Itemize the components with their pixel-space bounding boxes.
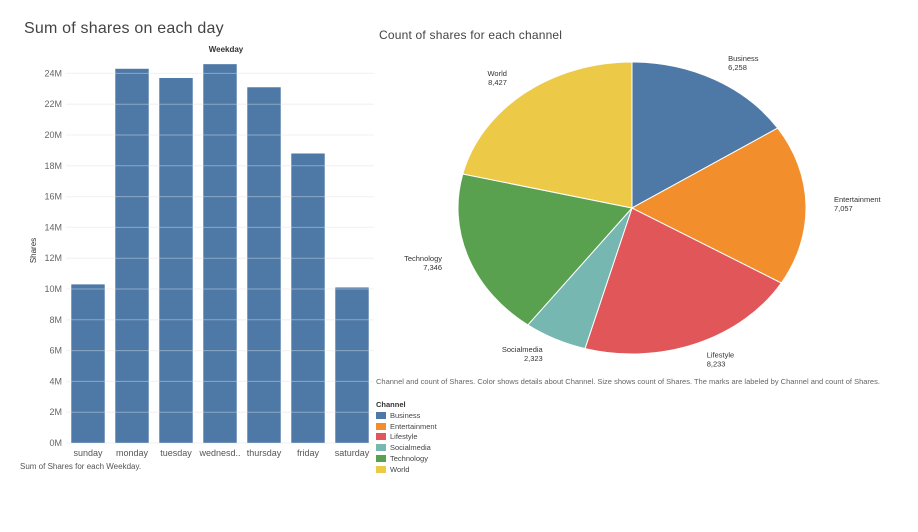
pie-slice-world[interactable] <box>462 61 633 209</box>
pie-label-value: 7,346 <box>423 263 442 272</box>
x-tick-label: wednesd.. <box>198 448 240 458</box>
legend-label: World <box>390 464 410 474</box>
pie-label-name: Business <box>728 54 759 63</box>
pie-slice-entertainment[interactable] <box>630 127 807 284</box>
pie-label-name: Entertainment <box>834 195 882 204</box>
legend-swatch <box>376 455 386 463</box>
pie-chart-caption: Channel and count of Shares. Color shows… <box>376 377 880 386</box>
channel-legend: Channel Business Entertainment Lifestyle… <box>376 400 437 475</box>
legend-swatch <box>376 465 386 473</box>
y-tick-label: 4M <box>49 376 62 386</box>
legend-label: Socialmedia <box>390 443 431 453</box>
legend-label: Business <box>390 410 421 420</box>
y-tick-label: 14M <box>44 222 62 232</box>
bar-sunday[interactable] <box>71 284 105 443</box>
legend-item-world[interactable]: World <box>376 464 437 475</box>
legend-item-entertainment[interactable]: Entertainment <box>376 421 437 432</box>
bar-chart-caption: Sum of Shares for each Weekday. <box>20 462 142 471</box>
pie-label-name: Technology <box>404 254 442 263</box>
legend-label: Technology <box>390 454 428 464</box>
legend-item-lifestyle[interactable]: Lifestyle <box>376 432 437 443</box>
pie-label-name: World <box>487 69 506 78</box>
y-tick-label: 8M <box>49 315 62 325</box>
pie-slice-technology[interactable] <box>457 173 633 326</box>
legend-item-technology[interactable]: Technology <box>376 453 437 464</box>
pie-chart-title: Count of shares for each channel <box>379 28 563 42</box>
y-tick-label: 20M <box>44 130 62 140</box>
y-tick-label: 16M <box>44 192 62 202</box>
pie-label-value: 2,323 <box>524 354 543 363</box>
x-tick-label: friday <box>297 448 320 458</box>
pie-label-value: 7,057 <box>834 204 853 213</box>
y-tick-label: 2M <box>49 407 62 417</box>
bar-saturday[interactable] <box>335 287 369 443</box>
pie-label-value: 8,233 <box>707 359 726 368</box>
x-tick-label: sunday <box>73 448 103 458</box>
bar-friday[interactable] <box>291 153 325 444</box>
pie-label-name: Lifestyle <box>707 350 735 359</box>
pie-slice-lifestyle[interactable] <box>584 207 783 355</box>
legend-swatch <box>376 433 386 441</box>
legend-swatch <box>376 411 386 419</box>
legend-label: Lifestyle <box>390 432 418 442</box>
x-tick-label: monday <box>116 448 149 458</box>
legend-title: Channel <box>376 400 406 409</box>
x-axis-label: Weekday <box>209 45 244 54</box>
legend-label: Entertainment <box>390 421 437 431</box>
legend-item-business[interactable]: Business <box>376 410 437 421</box>
bar-wednesd[interactable] <box>203 64 237 443</box>
y-tick-label: 24M <box>44 68 62 78</box>
x-tick-label: thursday <box>247 448 282 458</box>
y-tick-label: 6M <box>49 346 62 356</box>
bar-chart-title: Sum of shares on each day <box>24 20 224 37</box>
bar-monday[interactable] <box>115 68 149 443</box>
pie-label-value: 6,258 <box>728 63 747 72</box>
legend-swatch <box>376 444 386 452</box>
pie-slice-business[interactable] <box>631 61 779 209</box>
y-tick-label: 12M <box>44 253 62 263</box>
bar-tuesday[interactable] <box>159 78 193 444</box>
y-tick-label: 10M <box>44 284 62 294</box>
pie-label-name: Socialmedia <box>502 345 544 354</box>
y-tick-label: 0M <box>49 438 62 448</box>
x-tick-label: saturday <box>335 448 370 458</box>
pie-label-value: 8,427 <box>488 78 507 87</box>
y-tick-label: 22M <box>44 99 62 109</box>
legend-swatch <box>376 422 386 430</box>
bar-thursday[interactable] <box>247 87 281 443</box>
y-axis-label: Shares <box>29 238 38 263</box>
x-tick-label: tuesday <box>160 448 192 458</box>
legend-item-socialmedia[interactable]: Socialmedia <box>376 442 437 453</box>
y-tick-label: 18M <box>44 161 62 171</box>
